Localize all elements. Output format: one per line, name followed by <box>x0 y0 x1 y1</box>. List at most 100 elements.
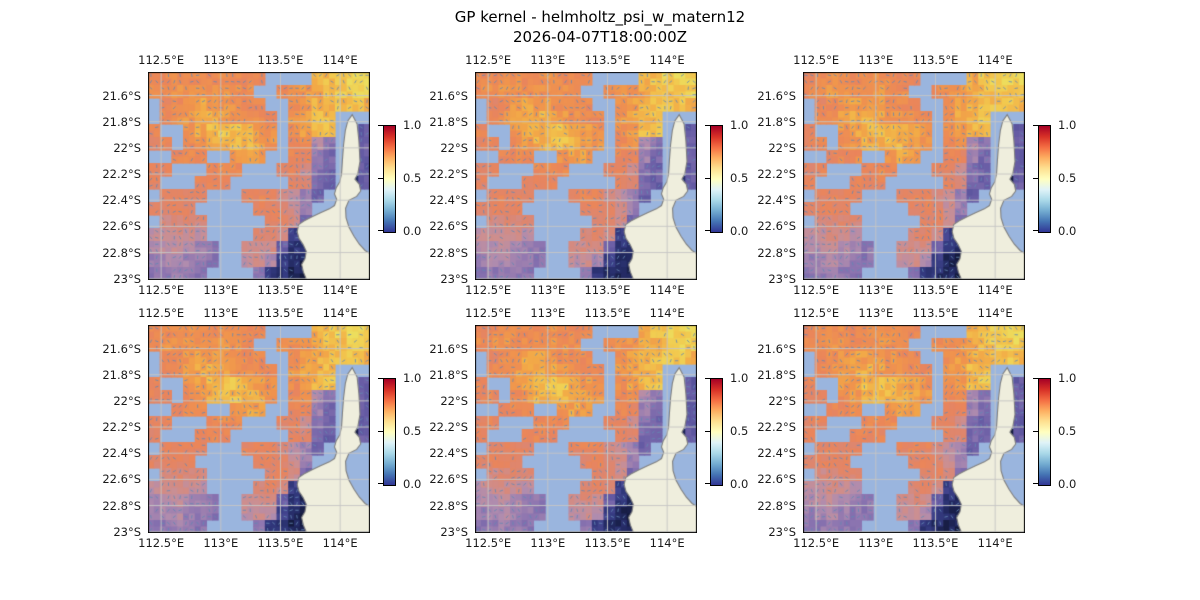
colorbar-tick-label: 0.5 <box>403 424 422 438</box>
colorbar-tick <box>1033 431 1038 432</box>
colorbar-tick-label: 1.0 <box>1058 118 1077 132</box>
lat-tick-label: 21.8°S <box>102 367 141 382</box>
colorbar-tick <box>378 125 383 126</box>
colorbar-tick-label: 0.0 <box>403 477 422 491</box>
lon-tick-label-bottom: 112.5°E <box>138 283 185 297</box>
lon-tick-label-bottom: 112.5°E <box>138 536 185 550</box>
lat-tick-label: 21.8°S <box>429 114 468 129</box>
colorbar-tick-label: 1.0 <box>730 118 749 132</box>
lon-tick-label-top: 113°E <box>203 306 239 320</box>
lon-tick-label-top: 113°E <box>203 53 239 67</box>
lat-tick-label: 22.6°S <box>102 219 141 234</box>
map-panel-2 <box>803 72 1025 280</box>
lat-tick-label: 21.6°S <box>429 88 468 103</box>
lon-tick-label-top: 114°E <box>977 53 1013 67</box>
lon-tick-label-top: 113.5°E <box>257 53 304 67</box>
lon-tick-label-top: 112.5°E <box>465 53 512 67</box>
lon-tick-label-bottom: 113°E <box>858 283 894 297</box>
lat-tick-label: 22.4°S <box>102 446 141 461</box>
colorbar-tick <box>378 378 383 379</box>
lat-tick-label: 23°S <box>440 271 468 286</box>
colorbar-tick-label: 1.0 <box>730 371 749 385</box>
lon-tick-label-bottom: 113.5°E <box>912 536 959 550</box>
lat-tick-label: 22.6°S <box>757 219 796 234</box>
lon-tick-label-bottom: 114°E <box>977 283 1013 297</box>
colorbar-tick-label: 1.0 <box>403 371 422 385</box>
lon-tick-label-bottom: 113.5°E <box>257 283 304 297</box>
lon-tick-label-bottom: 113.5°E <box>257 536 304 550</box>
lat-tick-label: 22.8°S <box>102 245 141 260</box>
colorbar <box>383 125 396 233</box>
colorbar-tick <box>705 178 710 179</box>
lon-tick-label-top: 114°E <box>649 53 685 67</box>
colorbar-tick <box>378 230 383 231</box>
colorbar-tick <box>1033 378 1038 379</box>
colorbar-tick <box>705 431 710 432</box>
lon-tick-label-bottom: 114°E <box>649 283 685 297</box>
lat-tick-label: 22.6°S <box>429 219 468 234</box>
lat-tick-label: 22.2°S <box>102 420 141 435</box>
lon-tick-label-bottom: 114°E <box>649 536 685 550</box>
lon-tick-label-top: 113°E <box>530 306 566 320</box>
colorbar-tick-label: 0.0 <box>1058 224 1077 238</box>
lon-tick-label-top: 112.5°E <box>793 306 840 320</box>
colorbar <box>1038 125 1051 233</box>
colorbar-tick <box>1033 178 1038 179</box>
lon-tick-label-bottom: 113°E <box>203 536 239 550</box>
lon-tick-label-bottom: 113°E <box>203 283 239 297</box>
lon-tick-label-top: 114°E <box>977 306 1013 320</box>
lat-tick-label: 21.8°S <box>429 367 468 382</box>
map-panel-5 <box>803 325 1025 533</box>
lat-tick-label: 22°S <box>113 140 141 155</box>
lon-tick-label-top: 113°E <box>858 53 894 67</box>
colorbar <box>383 378 396 486</box>
lat-tick-label: 21.6°S <box>757 341 796 356</box>
lon-tick-label-bottom: 113°E <box>530 536 566 550</box>
lat-tick-label: 22°S <box>440 393 468 408</box>
lon-tick-label-bottom: 114°E <box>322 536 358 550</box>
lon-tick-label-top: 113.5°E <box>912 53 959 67</box>
colorbar-tick <box>1033 483 1038 484</box>
lat-tick-label: 23°S <box>768 271 796 286</box>
lon-tick-label-bottom: 113.5°E <box>584 283 631 297</box>
lat-tick-label: 21.6°S <box>757 88 796 103</box>
lon-tick-label-bottom: 114°E <box>322 283 358 297</box>
lon-tick-label-bottom: 112.5°E <box>465 283 512 297</box>
map-panel-3 <box>148 325 370 533</box>
colorbar-tick <box>705 483 710 484</box>
lat-tick-label: 23°S <box>113 524 141 539</box>
lon-tick-label-top: 114°E <box>649 306 685 320</box>
figure-title: GP kernel - helmholtz_psi_w_matern12 <box>454 8 746 26</box>
colorbar-tick <box>378 178 383 179</box>
colorbar-tick <box>705 125 710 126</box>
lon-tick-label-top: 112.5°E <box>793 53 840 67</box>
colorbar-tick-label: 0.5 <box>403 171 422 185</box>
lon-tick-label-top: 113.5°E <box>584 306 631 320</box>
map-panel-0 <box>148 72 370 280</box>
colorbar-tick <box>705 230 710 231</box>
colorbar-tick-label: 0.0 <box>730 224 749 238</box>
lat-tick-label: 22°S <box>768 393 796 408</box>
map-panel-4 <box>475 325 697 533</box>
lat-tick-label: 22.8°S <box>429 245 468 260</box>
lat-tick-label: 22°S <box>768 140 796 155</box>
lon-tick-label-bottom: 113°E <box>530 283 566 297</box>
lon-tick-label-bottom: 112.5°E <box>793 283 840 297</box>
lat-tick-label: 21.8°S <box>757 367 796 382</box>
lon-tick-label-bottom: 112.5°E <box>465 536 512 550</box>
lon-tick-label-top: 112.5°E <box>138 306 185 320</box>
figure-subtitle: 2026-04-07T18:00:00Z <box>513 28 687 46</box>
lat-tick-label: 22°S <box>113 393 141 408</box>
lat-tick-label: 21.6°S <box>429 341 468 356</box>
lon-tick-label-bottom: 113.5°E <box>584 536 631 550</box>
colorbar <box>1038 378 1051 486</box>
lon-tick-label-top: 113.5°E <box>584 53 631 67</box>
colorbar-tick <box>705 378 710 379</box>
colorbar-tick <box>378 483 383 484</box>
lon-tick-label-top: 114°E <box>322 53 358 67</box>
lat-tick-label: 22.4°S <box>757 446 796 461</box>
lat-tick-label: 22.8°S <box>102 498 141 513</box>
colorbar-tick <box>378 431 383 432</box>
colorbar <box>710 378 723 486</box>
